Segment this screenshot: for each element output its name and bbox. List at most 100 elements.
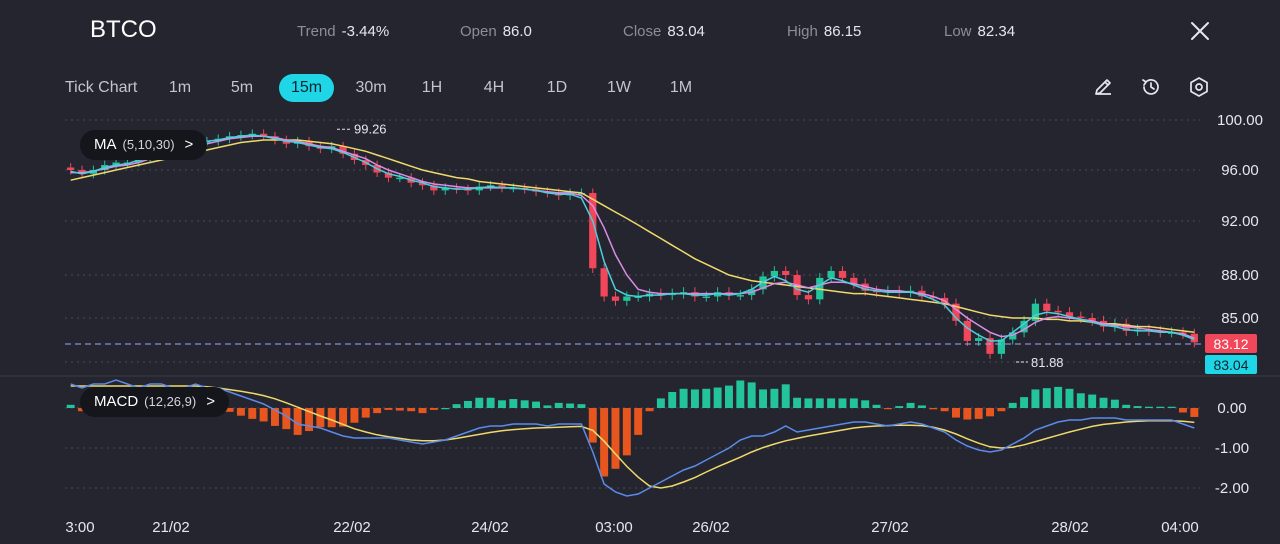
candle-body — [498, 185, 506, 188]
macd-histogram-bar — [872, 404, 881, 408]
timeframe-1mo[interactable]: 1M — [669, 79, 693, 96]
x-tick-label: 26/02 — [692, 519, 730, 536]
candle-body — [1031, 303, 1040, 321]
candle-body — [112, 162, 120, 165]
macd-histogram-bar — [906, 402, 915, 408]
timeframe-15m[interactable]: 15m — [279, 74, 334, 102]
macd-histogram-bar — [1144, 406, 1153, 408]
macd-histogram-bar — [259, 408, 268, 422]
macd-histogram-bar — [418, 408, 427, 414]
macd-histogram-bar — [759, 389, 767, 408]
candle-body — [1065, 312, 1074, 317]
timeframe-30m[interactable]: 30m — [355, 79, 387, 96]
macd-histogram-bar — [475, 397, 484, 408]
macd-histogram-bar — [441, 408, 450, 410]
macd-histogram-bar — [815, 398, 824, 408]
macd-histogram-bar — [271, 408, 279, 426]
macd-histogram-bar — [940, 408, 949, 412]
timeframe-1d[interactable]: 1D — [546, 79, 568, 96]
macd-histogram-bar — [861, 400, 870, 408]
macd-histogram-bar — [702, 388, 711, 408]
settings-icon[interactable] — [1188, 76, 1210, 98]
candle-body — [384, 172, 393, 178]
timeframe-1w[interactable]: 1W — [607, 79, 631, 96]
candle-body — [1043, 303, 1051, 311]
high-marker-label: 99.26 — [354, 121, 387, 136]
low-marker-label: 81.88 — [1031, 355, 1064, 370]
macd-histogram-bar — [498, 400, 506, 408]
candle-body — [986, 338, 994, 354]
stat-low: Low 82.34 — [944, 23, 1016, 40]
macd-histogram-bar — [793, 397, 802, 408]
timeframe-4h[interactable]: 4H — [483, 79, 505, 96]
candle-body — [1088, 318, 1096, 321]
macd-histogram-bar — [327, 408, 336, 428]
macd-histogram-bar — [1190, 408, 1199, 417]
macd-histogram-bar — [293, 408, 302, 435]
macd-histogram-bar — [736, 380, 745, 408]
candle-body — [418, 182, 427, 186]
macd-histogram-bar — [770, 388, 779, 408]
macd-histogram-bar — [997, 408, 1006, 412]
candle-body — [952, 303, 960, 321]
macd-histogram-bar — [1020, 397, 1029, 408]
macd-histogram-bar — [1088, 394, 1097, 408]
last-price-tag-label: 83.04 — [1213, 357, 1248, 373]
close-icon[interactable] — [1189, 20, 1211, 42]
macd-histogram-bar — [1008, 402, 1017, 408]
macd-histogram-bar — [725, 385, 733, 408]
macd-histogram-bar — [248, 408, 257, 419]
price-tick-label: 88.00 — [1221, 267, 1259, 284]
macd-histogram-bar — [1179, 408, 1187, 413]
candle-body — [611, 296, 620, 301]
macd-histogram-bar — [838, 398, 847, 408]
ma-indicator-pill[interactable]: MA (5,10,30) > — [80, 130, 208, 160]
macd-histogram-bar — [361, 408, 370, 418]
symbol-title: BTCO — [90, 16, 157, 43]
macd-histogram-bar — [509, 399, 518, 408]
candle-body — [827, 270, 835, 278]
candle-body — [1190, 333, 1198, 343]
macd-histogram-bar — [282, 408, 291, 430]
tick-chart-button[interactable]: Tick Chart — [65, 79, 138, 96]
timeframe-1h[interactable]: 1H — [421, 79, 443, 96]
clock-icon[interactable] — [1140, 76, 1162, 98]
stat-close: Close 83.04 — [623, 23, 705, 40]
macd-histogram-bar — [1122, 404, 1131, 408]
x-tick-label: 3:00 — [65, 519, 94, 536]
macd-histogram-bar — [66, 404, 75, 408]
header-bar: BTCO Trend -3.44% Open 86.0 Close 83.04 Hig… — [0, 0, 1280, 62]
macd-histogram-bar — [1065, 388, 1074, 408]
macd-histogram-bar — [1076, 393, 1085, 408]
macd-tick-label: -2.00 — [1215, 480, 1249, 497]
pencil-icon[interactable] — [1092, 76, 1114, 98]
candle-body — [623, 296, 631, 301]
macd-histogram-bar — [429, 408, 438, 410]
candle-body — [850, 277, 858, 284]
candle-body — [838, 270, 847, 278]
x-tick-label: 28/02 — [1051, 519, 1089, 536]
last-price-tag — [1205, 355, 1257, 374]
x-tick-label: 22/02 — [333, 519, 371, 536]
price-tick-label: 100.00 — [1217, 112, 1263, 129]
stat-high: High 86.15 — [787, 23, 862, 40]
x-tick-label: 21/02 — [152, 519, 190, 536]
last-price-tag — [1205, 334, 1257, 353]
macd-histogram-bar — [554, 402, 563, 408]
macd-histogram-bar — [486, 397, 495, 408]
macd-histogram-bar — [634, 408, 643, 435]
timeframe-1m[interactable]: 1m — [168, 79, 192, 96]
timeframe-5m[interactable]: 5m — [230, 79, 254, 96]
macd-histogram-bar — [339, 408, 348, 427]
macd-indicator-pill[interactable]: MACD (12,26,9) > — [80, 387, 229, 417]
candle-body — [1020, 320, 1028, 333]
macd-histogram-bar — [883, 408, 892, 410]
candle-body — [1077, 316, 1085, 319]
macd-histogram-bar — [395, 408, 404, 411]
candle-body — [589, 192, 597, 269]
macd-histogram-bar — [656, 398, 665, 408]
candle-body — [770, 270, 779, 277]
macd-line — [70, 379, 1195, 497]
macd-histogram-bar — [713, 387, 722, 408]
